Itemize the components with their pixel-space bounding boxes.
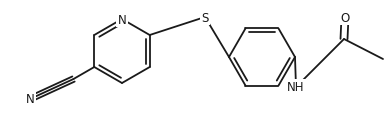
Text: S: S [201, 11, 209, 24]
Text: N: N [25, 93, 34, 106]
Text: NH: NH [287, 81, 305, 94]
Text: N: N [118, 13, 126, 26]
Text: O: O [340, 11, 350, 24]
